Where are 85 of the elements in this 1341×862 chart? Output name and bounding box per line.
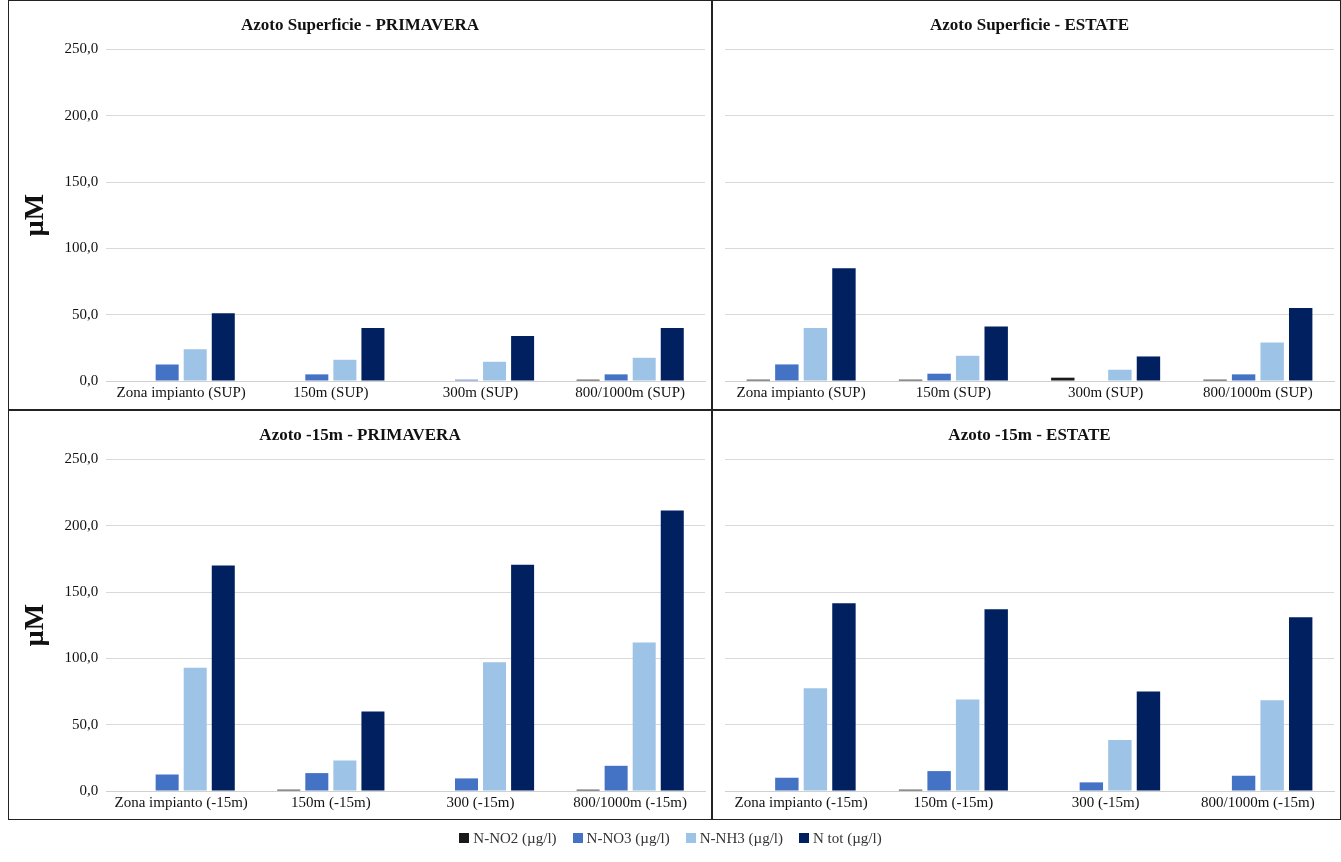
bar xyxy=(155,774,179,791)
bar xyxy=(361,711,385,791)
bar xyxy=(632,357,656,381)
bar xyxy=(604,765,628,791)
x-tick-label: 150m (-15m) xyxy=(913,793,994,811)
bar xyxy=(984,326,1008,381)
x-tick-label: 300 (-15m) xyxy=(446,793,515,811)
bar xyxy=(1288,308,1313,381)
bar xyxy=(305,374,329,381)
bar xyxy=(211,565,235,791)
bar xyxy=(1231,374,1256,381)
y-axis-title: µM xyxy=(18,603,50,647)
x-tick-label: 800/1000m (-15m) xyxy=(1201,793,1315,811)
bar xyxy=(775,364,799,381)
bar xyxy=(305,773,329,791)
bar xyxy=(832,603,856,791)
x-tick-label: Zona impianto (SUP) xyxy=(736,383,866,401)
x-tick-label: 300m (SUP) xyxy=(1067,383,1144,401)
bar xyxy=(1260,700,1284,791)
bar xyxy=(1051,377,1075,381)
bar xyxy=(483,361,507,381)
y-tick-label: 150,0 xyxy=(64,172,99,189)
bar xyxy=(1108,739,1132,791)
legend-label: N tot (µg/l) xyxy=(812,830,882,847)
x-tick-label: Zona impianto (-15m) xyxy=(734,793,868,811)
x-tick-label: 300m (SUP) xyxy=(442,383,519,401)
x-tick-label: Zona impianto (-15m) xyxy=(114,793,248,811)
legend-label: N-NO3 (µg/l) xyxy=(585,830,670,847)
bar xyxy=(483,662,507,791)
bar xyxy=(511,335,535,381)
bar xyxy=(775,777,799,791)
bar xyxy=(183,667,207,791)
bar xyxy=(333,760,357,791)
bar xyxy=(984,609,1008,791)
y-tick-label: 250,0 xyxy=(64,40,99,57)
bar xyxy=(183,349,207,381)
y-tick-label: 0,0 xyxy=(79,371,99,388)
chart-title: Azoto Superficie - PRIMAVERA xyxy=(240,14,480,34)
bar xyxy=(1108,369,1132,381)
bar xyxy=(955,699,980,791)
y-tick-label: 100,0 xyxy=(64,649,99,666)
x-tick-label: 800/1000m (-15m) xyxy=(573,793,688,811)
bar xyxy=(1260,342,1284,381)
y-tick-label: 150,0 xyxy=(64,582,99,599)
y-tick-label: 200,0 xyxy=(64,106,99,123)
y-tick-label: 50,0 xyxy=(72,715,99,732)
bar xyxy=(832,268,856,381)
x-tick-label: 150m (-15m) xyxy=(291,793,371,811)
y-tick-label: 200,0 xyxy=(64,516,99,533)
y-axis-title: µM xyxy=(18,193,50,237)
x-tick-label: 150m (SUP) xyxy=(915,383,992,401)
y-tick-label: 50,0 xyxy=(72,305,99,322)
legend-label: N-NO2 (µg/l) xyxy=(472,830,557,847)
x-tick-label: 800/1000m (SUP) xyxy=(575,383,685,401)
chart-title: Azoto -15m - ESTATE xyxy=(948,424,1111,444)
y-tick-label: 0,0 xyxy=(79,781,99,798)
x-tick-label: 300 (-15m) xyxy=(1071,793,1140,811)
legend-label: N-NH3 (µg/l) xyxy=(698,830,783,847)
bar xyxy=(1231,775,1256,791)
bar xyxy=(1136,356,1161,381)
y-tick-label: 250,0 xyxy=(64,450,99,467)
bar xyxy=(454,778,478,791)
bar xyxy=(1079,782,1104,791)
chart-title: Azoto -15m - PRIMAVERA xyxy=(259,424,462,444)
bar xyxy=(955,355,980,381)
bar xyxy=(361,327,385,381)
bar xyxy=(1288,617,1313,791)
bar xyxy=(604,374,628,381)
bar xyxy=(155,364,179,381)
bar xyxy=(803,688,828,791)
bar xyxy=(660,510,684,791)
bar xyxy=(927,771,951,791)
bar xyxy=(1136,691,1161,791)
x-tick-label: 150m (SUP) xyxy=(293,383,369,401)
bar xyxy=(511,564,535,791)
bar xyxy=(333,359,357,381)
chart-title: Azoto Superficie - ESTATE xyxy=(929,14,1130,34)
bar xyxy=(927,373,951,381)
bar xyxy=(803,327,828,381)
x-tick-label: Zona impianto (SUP) xyxy=(116,383,246,401)
bar xyxy=(632,642,656,791)
x-tick-label: 800/1000m (SUP) xyxy=(1203,383,1313,401)
y-tick-label: 100,0 xyxy=(64,239,99,256)
bar xyxy=(211,313,235,381)
bar xyxy=(660,327,684,381)
